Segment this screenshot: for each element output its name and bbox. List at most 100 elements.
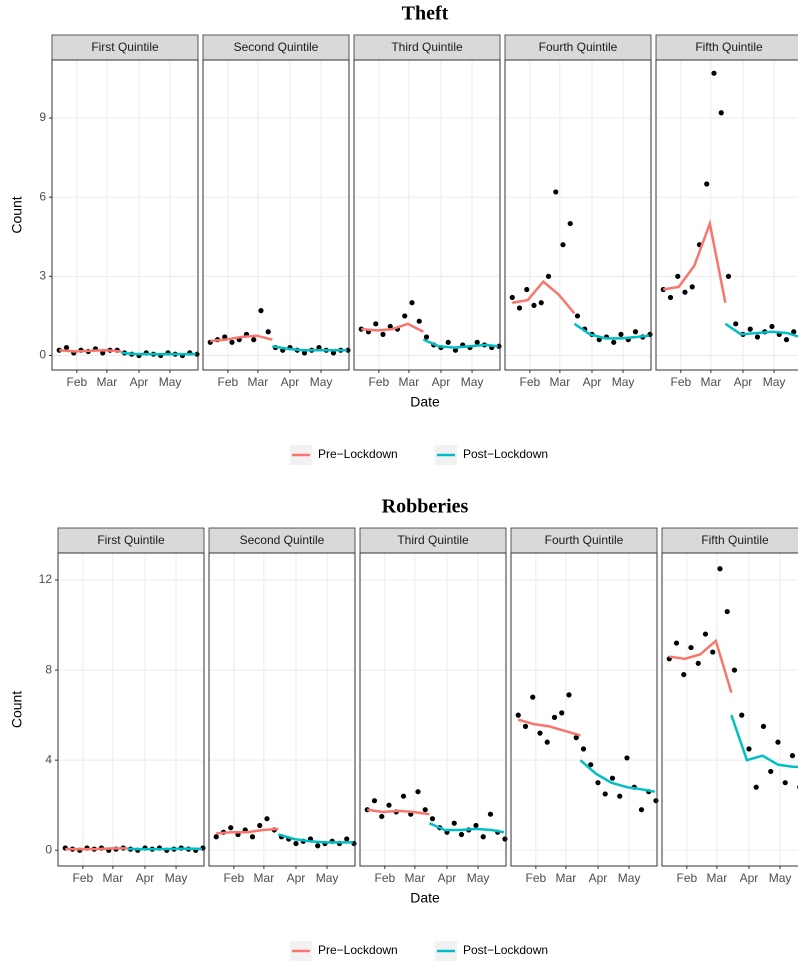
panel-border — [504, 59, 652, 371]
point — [782, 780, 788, 786]
y-tick-label: 9 — [39, 110, 46, 124]
facet-label: Fourth Quintile — [539, 40, 618, 54]
point — [702, 631, 709, 637]
point — [695, 660, 701, 666]
point — [330, 350, 337, 356]
point — [595, 780, 601, 786]
point — [688, 644, 694, 651]
x-tick-label: Mar — [254, 871, 275, 885]
legend-label: Pre−Lockdown — [318, 943, 398, 957]
x-tick-label: Mar — [97, 375, 118, 389]
panel-border — [208, 552, 356, 867]
x-tick-label: Feb — [369, 375, 390, 389]
point — [538, 300, 544, 306]
point — [718, 110, 724, 116]
x-tick-label: May — [618, 871, 641, 885]
x-tick-label: May — [316, 871, 339, 885]
trend-line — [517, 718, 581, 737]
panel — [511, 553, 657, 866]
point — [566, 692, 572, 698]
point — [775, 739, 781, 745]
strip — [208, 527, 356, 554]
x-tick-label: Feb — [671, 375, 692, 389]
panel-border — [353, 59, 501, 371]
legend-label: Pre−Lockdown — [318, 447, 398, 461]
point — [229, 339, 235, 345]
trend-line — [278, 833, 353, 844]
x-tick-label: May — [467, 871, 490, 885]
point — [458, 831, 465, 838]
point — [567, 220, 573, 227]
point — [545, 273, 552, 279]
strip — [57, 527, 205, 554]
panel — [203, 60, 349, 370]
panel — [360, 553, 506, 866]
x-tick-label: May — [159, 375, 182, 389]
trend-line — [216, 827, 279, 835]
strip — [359, 527, 507, 554]
point — [617, 793, 623, 799]
x-tick-label: Mar — [248, 375, 269, 389]
point — [502, 836, 508, 842]
point — [409, 300, 415, 306]
point — [429, 816, 436, 822]
point — [293, 840, 299, 847]
point — [344, 836, 350, 842]
point — [602, 791, 608, 797]
x-tick-label: Apr — [740, 871, 759, 885]
x-axis-title: Date — [410, 394, 440, 410]
x-tick-label: Apr — [734, 375, 753, 389]
point — [609, 775, 616, 781]
trend-line — [367, 808, 430, 816]
facet-label: First Quintile — [91, 40, 159, 54]
y-tick-label: 3 — [39, 269, 46, 283]
point — [530, 694, 536, 700]
x-tick-label: Apr — [583, 375, 602, 389]
facet-label: Fifth Quintile — [701, 533, 769, 547]
point — [689, 284, 695, 290]
trend-line — [422, 338, 499, 349]
point — [451, 820, 457, 826]
legend-label: Post−Lockdown — [463, 943, 548, 957]
point — [422, 807, 428, 813]
point — [791, 329, 797, 335]
point — [509, 294, 515, 301]
panel — [58, 553, 204, 866]
x-tick-label: Feb — [375, 871, 396, 885]
x-tick-label: Apr — [432, 375, 451, 389]
panel-border — [51, 59, 199, 371]
trend-line — [210, 334, 273, 343]
panel-border — [661, 552, 798, 867]
panel — [505, 60, 651, 370]
point — [724, 608, 730, 615]
point — [753, 784, 759, 790]
trend-line — [663, 218, 727, 303]
point — [258, 308, 264, 314]
point — [673, 640, 680, 646]
x-tick-label: Mar — [103, 871, 124, 885]
x-tick-label: Mar — [707, 871, 728, 885]
panel-border — [359, 552, 507, 867]
x-tick-label: Apr — [287, 871, 306, 885]
point — [515, 712, 521, 718]
point — [423, 334, 430, 340]
point — [400, 793, 407, 799]
y-tick-label: 0 — [39, 348, 46, 362]
x-tick-label: May — [763, 375, 786, 389]
point — [480, 834, 486, 840]
point — [316, 344, 322, 351]
trend-line — [121, 351, 196, 356]
point — [301, 350, 308, 356]
point — [379, 813, 385, 820]
point — [473, 822, 479, 829]
y-axis-title: Count — [9, 196, 25, 233]
trend-line — [724, 322, 798, 338]
point — [531, 302, 537, 308]
facet-label: Fifth Quintile — [695, 40, 763, 54]
trend-line — [573, 322, 650, 340]
point — [402, 313, 408, 319]
trend-line — [361, 322, 424, 333]
chart-title: Robberies — [382, 496, 469, 518]
x-tick-label: Mar — [550, 375, 571, 389]
